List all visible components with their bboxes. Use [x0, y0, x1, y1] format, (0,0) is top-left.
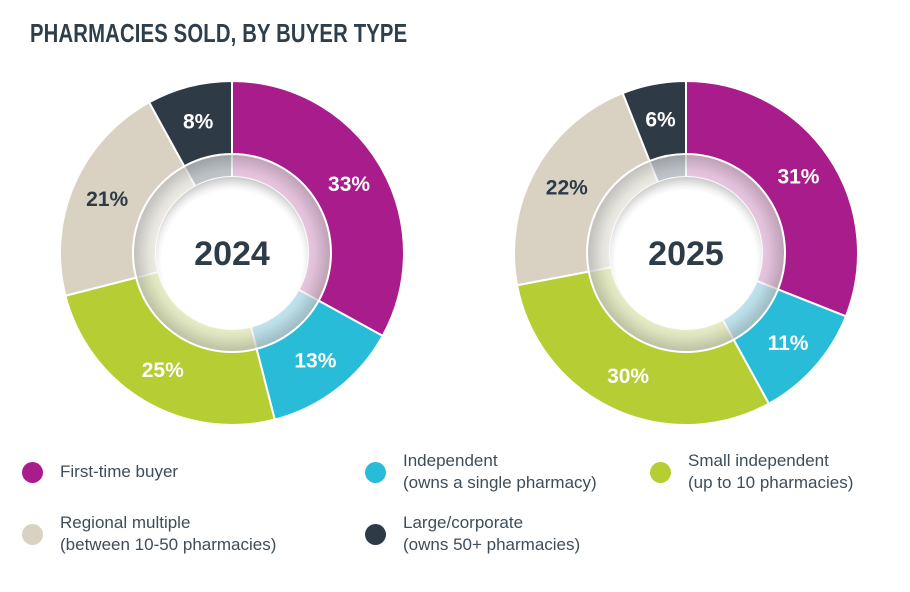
slice-value-label-independent: 13% — [294, 349, 336, 372]
donut-svg-2025: 2025 31% 11% 30% 22% 6% — [513, 80, 859, 426]
legend-item-small-independent: Small independent (up to 10 pharmacies) — [650, 450, 900, 494]
slice-small-independent — [516, 270, 770, 426]
legend-item-regional-multiple: Regional multiple (between 10-50 pharmaci… — [22, 512, 365, 556]
slice-value-label-large-corporate: 8% — [183, 110, 214, 133]
slice-value-label-first-time-buyer: 31% — [777, 166, 819, 189]
legend-sublabel: (between 10-50 pharmacies) — [60, 535, 277, 554]
legend-swatch-small-independent — [650, 461, 671, 483]
legend-swatch-regional-multiple — [22, 523, 43, 545]
slice-value-label-regional-multiple: 21% — [86, 188, 128, 211]
legend-label: Regional multiple — [60, 513, 191, 532]
slice-first-time-buyer — [231, 80, 405, 337]
slice-value-label-small-independent: 25% — [142, 359, 184, 382]
page-title: PHARMACIES SOLD, BY BUYER TYPE — [30, 18, 408, 48]
donut-svg-2024: 2024 33% 13% 25% 21% 8% — [58, 80, 405, 427]
slice-first-time-buyer — [685, 80, 859, 318]
slice-large-corporate — [148, 80, 233, 168]
hole-shadow — [610, 177, 762, 329]
legend-swatch-large-corporate — [365, 523, 386, 545]
legend-label: First-time buyer — [60, 462, 179, 481]
legend-text-first-time-buyer: First-time buyer — [60, 461, 178, 483]
slice-value-label-regional-multiple: 22% — [546, 176, 588, 199]
charts-row: 2024 33% 13% 25% 21% 8% 2025 31% 11% 30% 22% 6% — [54, 75, 864, 431]
slice-regional-multiple — [58, 101, 186, 297]
legend: First-time buyer Independent (owns a singl… — [22, 450, 900, 556]
donut-chart-2025: 2025 31% 11% 30% 22% 6% — [508, 75, 864, 431]
center-label: 2025 — [648, 235, 724, 273]
legend-text-large-corporate: Large/corporate (owns 50+ pharmacies) — [403, 512, 580, 556]
slice-small-independent — [64, 276, 276, 427]
legend-sublabel: (owns a single pharmacy) — [403, 473, 597, 492]
slice-value-label-small-independent: 30% — [607, 365, 649, 388]
legend-item-large-corporate: Large/corporate (owns 50+ pharmacies) — [365, 512, 650, 556]
legend-text-regional-multiple: Regional multiple (between 10-50 pharmaci… — [60, 512, 276, 556]
legend-swatch-first-time-buyer — [22, 461, 43, 483]
legend-item-first-time-buyer: First-time buyer — [22, 461, 365, 483]
legend-label: Large/corporate — [403, 513, 524, 532]
donut-chart-2024: 2024 33% 13% 25% 21% 8% — [54, 75, 410, 431]
legend-text-independent: Independent (owns a single pharmacy) — [403, 450, 597, 494]
legend-sublabel: (up to 10 pharmacies) — [688, 473, 854, 492]
legend-sublabel: (owns 50+ pharmacies) — [403, 535, 581, 554]
legend-label: Small independent — [688, 451, 829, 470]
legend-item-independent: Independent (owns a single pharmacy) — [365, 450, 650, 494]
center-label: 2024 — [194, 235, 270, 273]
slice-value-label-large-corporate: 6% — [645, 108, 676, 131]
legend-swatch-independent — [365, 461, 386, 483]
legend-text-small-independent: Small independent (up to 10 pharmacies) — [688, 450, 853, 494]
hole-shadow — [156, 177, 308, 329]
slice-large-corporate — [621, 80, 687, 162]
legend-label: Independent — [403, 451, 498, 470]
slice-value-label-first-time-buyer: 33% — [328, 173, 370, 196]
slice-regional-multiple — [513, 92, 651, 287]
slice-value-label-independent: 11% — [768, 332, 809, 355]
